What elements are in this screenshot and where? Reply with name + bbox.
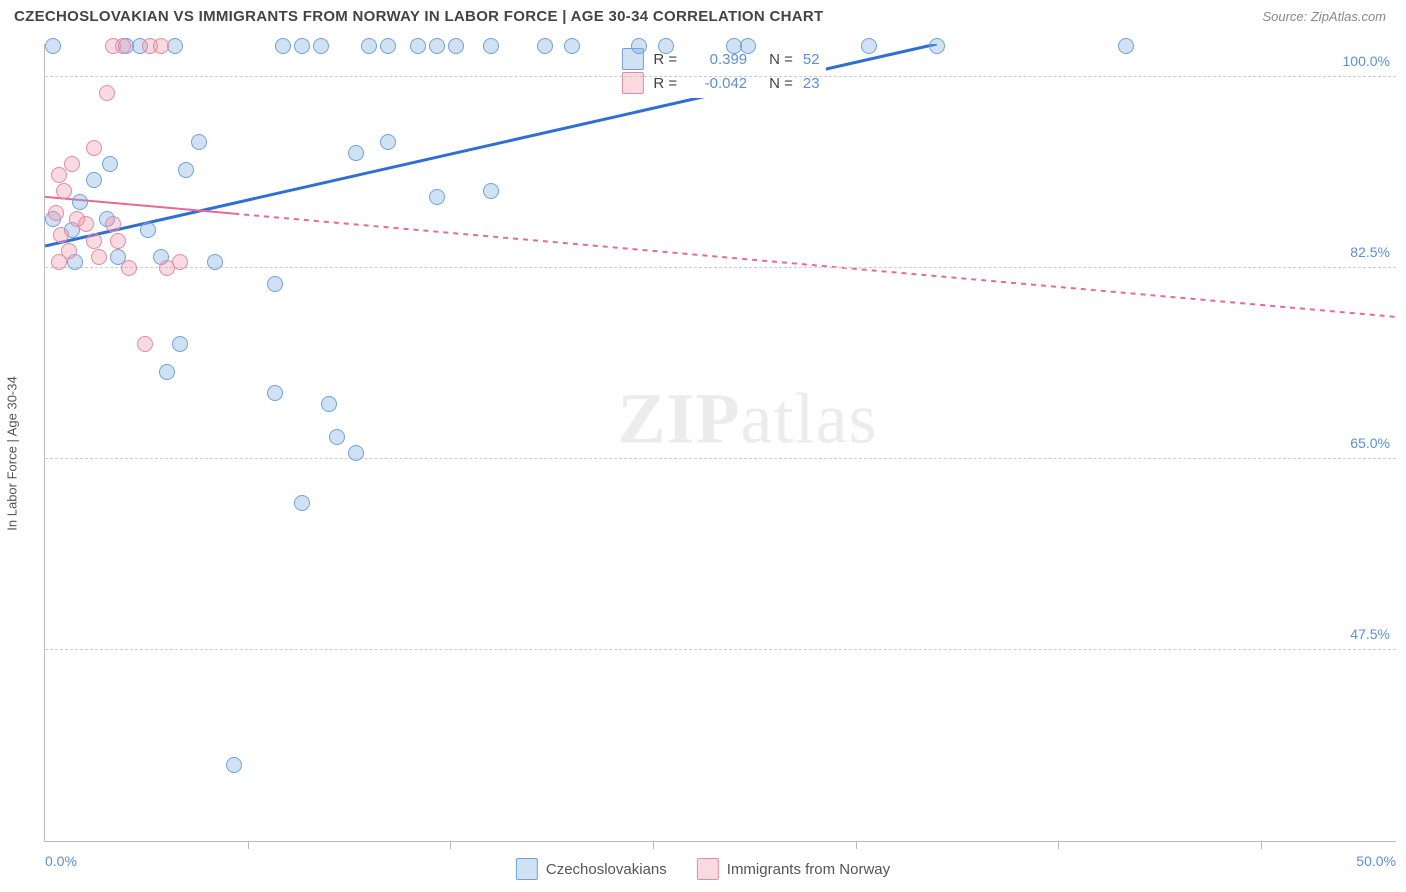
- data-point: [110, 233, 126, 249]
- y-tick-label: 47.5%: [1350, 626, 1390, 642]
- data-point: [226, 757, 242, 773]
- data-point: [483, 38, 499, 54]
- data-point: [410, 38, 426, 54]
- x-minor-tick: [1261, 841, 1262, 849]
- data-point: [429, 38, 445, 54]
- data-point: [178, 162, 194, 178]
- data-point: [172, 254, 188, 270]
- data-point: [115, 38, 131, 54]
- correlation-legend: R =0.399 N =52 R =-0.042 N =23: [615, 44, 825, 98]
- plot-region: ZIPatlas R =0.399 N =52 R =-0.042 N =23 …: [44, 44, 1396, 842]
- x-minor-tick: [856, 841, 857, 849]
- data-point: [78, 216, 94, 232]
- data-point: [275, 38, 291, 54]
- data-point: [348, 145, 364, 161]
- data-point: [429, 189, 445, 205]
- data-point: [56, 183, 72, 199]
- x-tick-label: 50.0%: [1356, 853, 1396, 869]
- data-point: [137, 336, 153, 352]
- data-point: [99, 85, 115, 101]
- y-axis-title: In Labor Force | Age 30-34: [5, 376, 20, 530]
- data-point: [361, 38, 377, 54]
- data-point: [86, 140, 102, 156]
- data-point: [91, 249, 107, 265]
- legend-swatch: [516, 858, 538, 880]
- data-point: [153, 38, 169, 54]
- chart-area: ZIPatlas R =0.399 N =52 R =-0.042 N =23 …: [44, 44, 1396, 842]
- data-point: [51, 167, 67, 183]
- legend-correlation-row: R =0.399 N =52: [621, 48, 819, 70]
- data-point: [51, 254, 67, 270]
- chart-title: CZECHOSLOVAKIAN VS IMMIGRANTS FROM NORWA…: [14, 8, 823, 25]
- x-minor-tick: [653, 841, 654, 849]
- gridline-h: [45, 76, 1396, 77]
- data-point: [140, 222, 156, 238]
- legend-series-item: Immigrants from Norway: [697, 858, 890, 880]
- x-tick-label: 0.0%: [45, 853, 77, 869]
- data-point: [348, 445, 364, 461]
- data-point: [121, 260, 137, 276]
- data-point: [380, 38, 396, 54]
- data-point: [380, 134, 396, 150]
- data-point: [105, 216, 121, 232]
- data-point: [861, 38, 877, 54]
- data-point: [191, 134, 207, 150]
- data-point: [48, 205, 64, 221]
- gridline-h: [45, 458, 1396, 459]
- data-point: [294, 495, 310, 511]
- data-point: [631, 38, 647, 54]
- data-point: [321, 396, 337, 412]
- data-point: [294, 38, 310, 54]
- data-point: [64, 156, 80, 172]
- data-point: [564, 38, 580, 54]
- y-tick-label: 65.0%: [1350, 435, 1390, 451]
- data-point: [53, 227, 69, 243]
- legend-swatch: [697, 858, 719, 880]
- data-point: [740, 38, 756, 54]
- series-legend: Czechoslovakians Immigrants from Norway: [516, 858, 890, 880]
- data-point: [86, 233, 102, 249]
- data-point: [172, 336, 188, 352]
- data-point: [1118, 38, 1134, 54]
- x-minor-tick: [1058, 841, 1059, 849]
- data-point: [102, 156, 118, 172]
- data-point: [207, 254, 223, 270]
- data-point: [658, 38, 674, 54]
- data-point: [267, 276, 283, 292]
- x-minor-tick: [248, 841, 249, 849]
- gridline-h: [45, 267, 1396, 268]
- data-point: [483, 183, 499, 199]
- data-point: [72, 194, 88, 210]
- data-point: [267, 385, 283, 401]
- data-point: [537, 38, 553, 54]
- data-point: [45, 38, 61, 54]
- data-point: [313, 38, 329, 54]
- data-point: [86, 172, 102, 188]
- y-tick-label: 82.5%: [1350, 244, 1390, 260]
- data-point: [448, 38, 464, 54]
- gridline-h: [45, 649, 1396, 650]
- trend-lines-layer: [45, 44, 1396, 841]
- x-minor-tick: [450, 841, 451, 849]
- data-point: [929, 38, 945, 54]
- watermark: ZIPatlas: [618, 377, 878, 460]
- y-tick-label: 100.0%: [1343, 53, 1390, 69]
- data-point: [159, 364, 175, 380]
- data-point: [329, 429, 345, 445]
- legend-series-item: Czechoslovakians: [516, 858, 667, 880]
- source-label: Source: ZipAtlas.com: [1262, 9, 1386, 24]
